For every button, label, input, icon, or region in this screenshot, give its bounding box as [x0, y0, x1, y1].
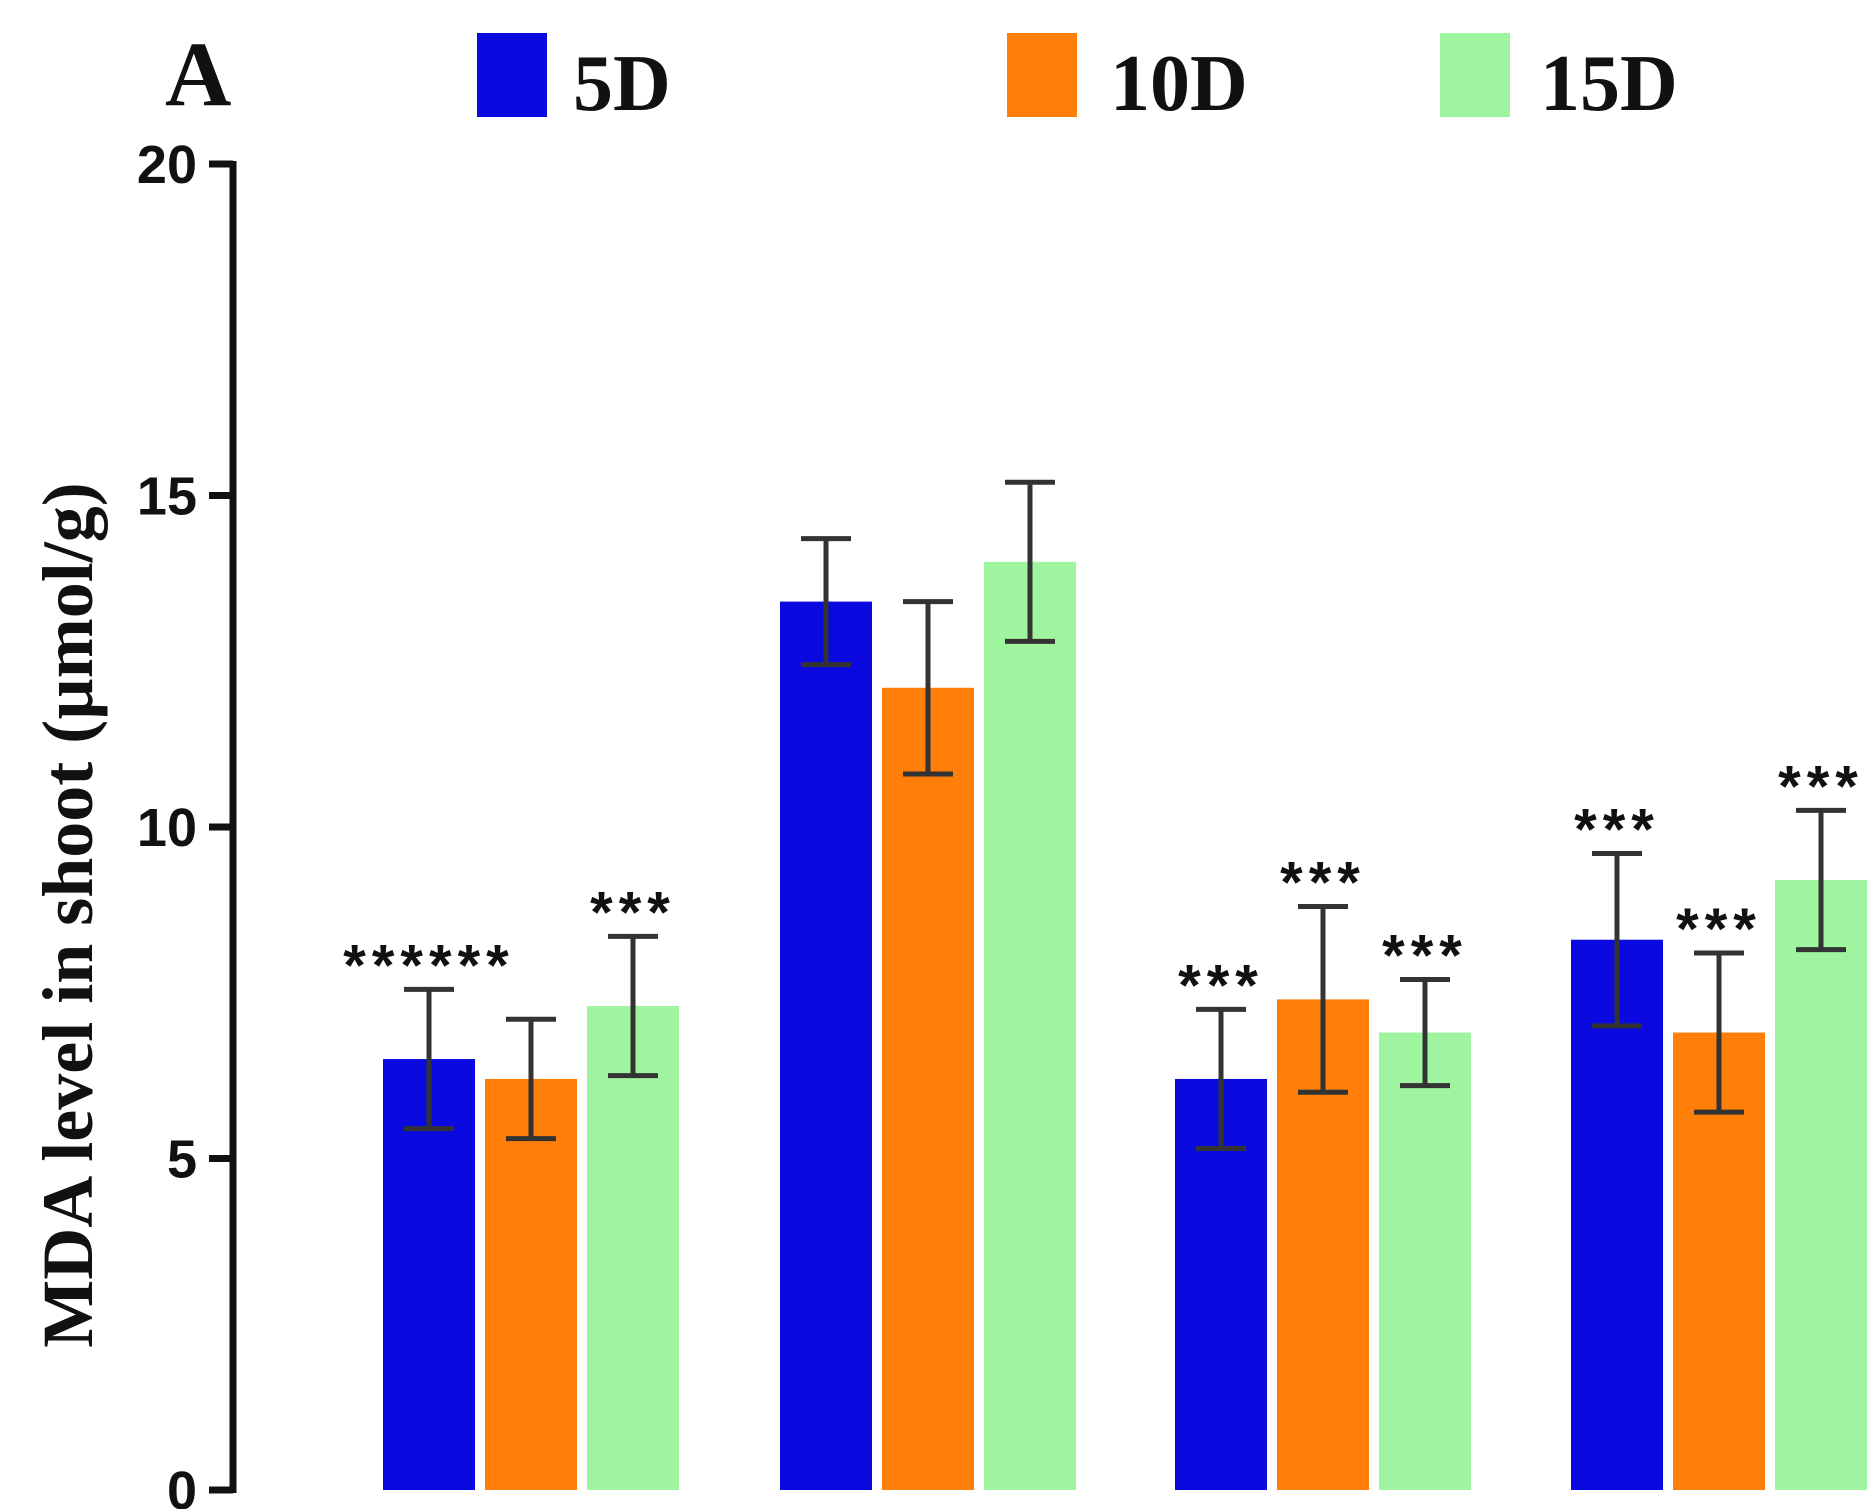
- legend-swatch: [1440, 33, 1510, 117]
- bar: [1571, 939, 1663, 1490]
- bar: [587, 1006, 679, 1490]
- significance-label: ***: [1778, 754, 1864, 819]
- bar: [1775, 880, 1867, 1490]
- significance-label: ***: [1280, 851, 1366, 916]
- bars: [383, 561, 1867, 1490]
- panel-label: A: [165, 23, 231, 125]
- significance-label: ***: [1382, 923, 1468, 988]
- y-tick-label: 5: [167, 1130, 197, 1190]
- y-tick-label: 0: [167, 1461, 197, 1509]
- significance-label: ******: [343, 933, 514, 998]
- bar: [882, 687, 974, 1490]
- y-axis-label: MDA level in shoot (µmol/g): [28, 482, 108, 1347]
- bar: [1379, 1032, 1471, 1490]
- legend-label: 15D: [1540, 40, 1678, 128]
- significance-label: ***: [1178, 953, 1264, 1018]
- legend-label: 10D: [1110, 40, 1248, 128]
- legend-swatch: [477, 33, 547, 117]
- legend: 5D 10D 15D: [477, 33, 1678, 128]
- significance-label: ***: [1574, 798, 1660, 863]
- bar: [780, 601, 872, 1490]
- bar: [485, 1078, 577, 1490]
- y-tick-label: 20: [137, 135, 197, 195]
- legend-label: 5D: [573, 40, 671, 128]
- y-axis: 0 5 10 15 20: [137, 135, 237, 1509]
- y-tick-label: 10: [137, 798, 197, 858]
- error-bars: [404, 479, 1846, 1152]
- significance-annotations: ****** *********************: [343, 754, 1864, 1018]
- significance-label: ***: [590, 880, 676, 945]
- legend-swatch: [1007, 33, 1077, 117]
- bar: [984, 561, 1076, 1490]
- significance-label: ***: [1676, 897, 1762, 962]
- y-tick-label: 15: [137, 467, 197, 527]
